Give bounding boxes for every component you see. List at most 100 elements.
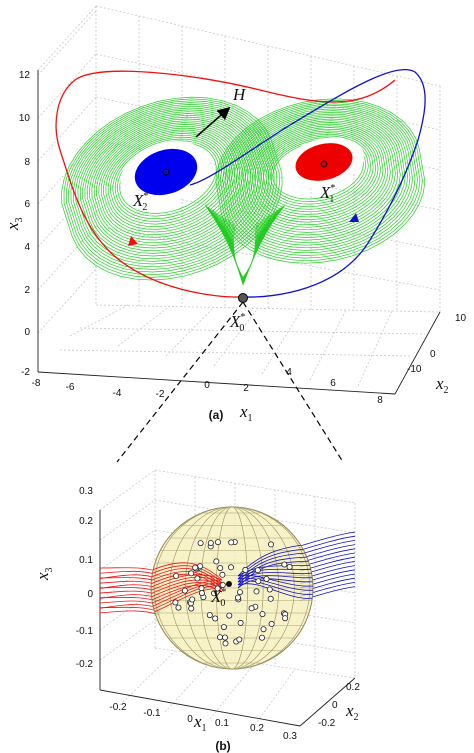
blue-orbit-arrow [349,213,359,222]
sample-point [188,570,195,577]
blue-trajectory-inner [237,577,313,591]
axis-label-x2: x2 [435,374,449,396]
sample-point [226,612,233,619]
blue-trajectory-inner [237,580,313,595]
tick-b-x2-0: -0.2 [318,718,336,729]
sample-point [198,590,205,597]
tick-x3-7: 12 [19,70,31,81]
fixed-point-x1 [320,160,328,168]
tick-x3-2: 2 [24,285,30,296]
label-h: H [232,85,247,104]
zoom-line-left [116,301,244,463]
inner-trajectories [151,543,313,615]
axis-label-x3: x3 [3,217,25,231]
tick-x1-8: 8 [377,395,383,406]
caption-b: (b) [215,739,230,753]
sample-point [219,582,226,589]
sample-point [219,571,226,578]
tick-b-x3-3: 0.1 [79,555,93,566]
tick-b-x1-3: 0.1 [215,718,229,729]
sample-point [242,566,249,573]
panel-b-x2-ticks: -0.2 0 0.2 [318,682,360,729]
tick-b-x3-0: -0.2 [76,659,94,670]
sample-point [227,564,234,571]
blue-trajectory-inner [237,574,313,587]
sample-point [234,594,241,601]
blue-trajectory [299,531,356,547]
axis-label-b-x2: x2 [345,701,359,723]
tick-b-x3-5: 0.3 [79,486,93,497]
sample-point [214,539,221,546]
panel-b-x3-ticks: 0.3 0.2 0.1 0 -0.1 -0.2 [76,486,94,670]
label-b-x0: X* 0 [210,587,226,609]
sample-point [236,589,243,596]
fixed-point-x0 [238,293,248,303]
sample-point [258,634,265,641]
red-orbit-arrow [128,236,138,246]
blue-orbit [189,68,426,298]
funnel [204,204,286,286]
tick-x1-3: -2 [156,389,165,400]
axis-label-x1: x1 [239,402,253,424]
tick-b-x3-2: 0 [87,589,93,600]
sample-point [188,605,195,612]
sample-point [198,585,205,592]
tick-b-x1-5: 0.3 [283,731,297,742]
sample-point [253,588,260,595]
right-wing [215,98,426,264]
sample-point [212,615,219,622]
tick-b-x1-2: 0 [187,714,193,725]
sample-point [194,575,201,582]
sample-point [189,596,196,603]
sample-point [214,585,221,592]
sample-point [260,626,267,633]
sample-point [207,540,214,547]
red-trajectory [99,610,161,616]
panel-b: X* 0 0.3 0.2 0.1 0 -0.1 -0.2 x3 -0.2 -0.1… [33,469,360,753]
panel-a: H X* 2 X* 1 X* 0 -2 0 2 4 6 8 10 12 x3 -8 -… [3,5,467,424]
red-trajectory-inner [151,585,223,611]
tick-b-x1-0: -0.2 [109,702,127,713]
tick-x3-3: 4 [24,242,30,253]
sample-point [268,620,275,627]
label-x2: X* 2 [132,191,148,213]
sample-point [286,564,293,571]
sample-point [213,558,220,565]
label-x1: X* 1 [319,183,335,205]
sample-point [254,567,261,574]
sample-point [221,634,228,641]
tick-x1-7: 6 [330,378,336,389]
panel-a-x2-ticks: -10 0 10 [407,313,467,375]
red-trajectory-inner [151,582,223,608]
tick-x1-2: -4 [113,388,122,399]
sample-point [197,540,204,547]
axis-label-b-x1: x1 [193,712,207,734]
sample-point [266,586,273,593]
tick-b-x2-1: 0 [332,700,338,711]
tick-x3-4: 6 [24,199,30,210]
sample-point [255,578,262,585]
sample-point [259,611,266,618]
sample-point [228,539,235,546]
tick-x3-5: 8 [24,157,30,168]
sample-point [237,619,244,626]
tick-x2-2: 10 [455,313,467,324]
tick-b-x3-4: 0.2 [79,516,93,527]
sample-point [282,615,289,622]
sample-point [175,604,182,611]
center-point [226,581,232,587]
panel-b-x1-ticks: -0.2 -0.1 0 0.1 0.2 0.3 [109,702,297,742]
sample-point [263,576,270,583]
blue-trajectory [299,535,356,551]
tick-x1-6: 4 [286,367,292,378]
fixed-point-x2 [162,168,170,176]
panel-a-x1-ticks: -8 -6 -4 -2 0 2 4 6 8 [32,367,384,406]
tick-b-x2-2: 0.2 [346,682,360,693]
label-x0: X* 0 [229,312,245,334]
h-arrow [195,106,231,138]
red-orbit [55,70,396,298]
red-trajectory-inner [151,579,223,605]
sample-point [206,612,213,619]
tick-b-x1-4: 0.2 [250,723,264,734]
